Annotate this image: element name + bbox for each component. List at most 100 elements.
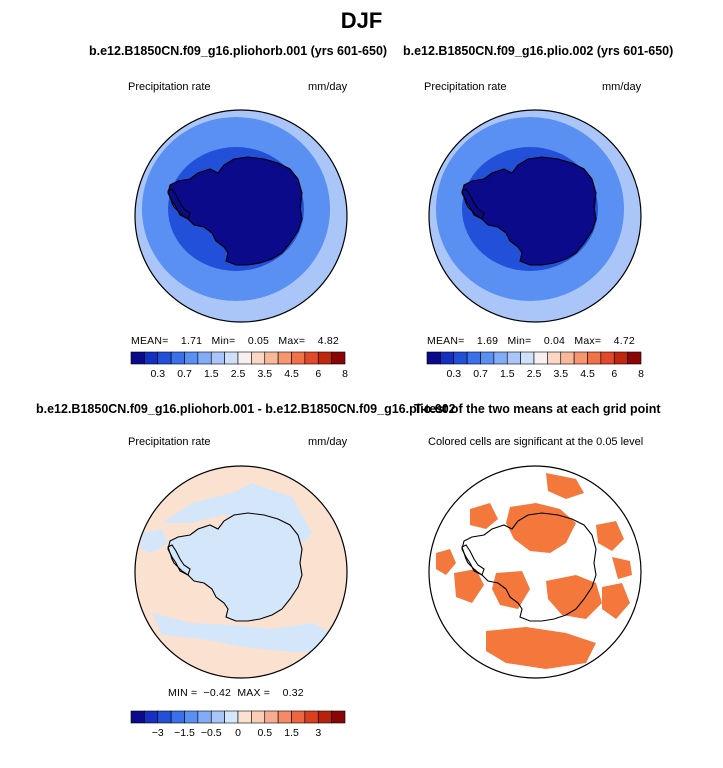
panel4-significant-cell-3 [436,549,456,575]
panel1-colorbar-swatch-11 [264,351,279,365]
panel2-colorbar-tick-label: 0.7 [473,368,488,380]
panel2-colorbar-swatch-15 [613,351,628,365]
panel2-warm-spot-core [429,175,432,183]
panel3-colorbar-swatch-1 [130,710,145,724]
panel2-colorbar-swatch-14 [600,351,615,365]
panel3-colorbar-tick-label: 1.5 [284,727,299,739]
panel3-map-border [134,465,348,679]
panel4-significant-cell-5 [492,571,530,609]
panel2-title: b.e12.B1850CN.f09_g16.plio.002 (yrs 601-… [403,44,674,58]
panel2-colorbar-swatch-3 [453,351,468,365]
panel2-colorbar-tick-label: 3.5 [553,368,568,380]
panel4-map-border [428,465,642,679]
panel4-map [428,465,642,679]
panel1-warm-spot-core [135,175,138,183]
panel2-colorbar-swatch-8 [520,351,535,365]
panel1-stats: MEAN= 1.71 Min= 0.05 Max= 4.82 [131,335,339,347]
panel4-significant-cell-7 [602,583,630,619]
panel2-colorbar-tick-label: 8 [638,368,644,380]
panel3-colorbar-swatch-3 [157,710,172,724]
panel2-colorbar-swatch-7 [506,351,521,365]
panel2-map [428,109,642,323]
panel3-colorbar-swatch-13 [291,710,306,724]
panel1-colorbar-swatch-1 [130,351,145,365]
panel4-significant-cell-11 [612,557,632,579]
panel3-antarctica-negative [168,513,302,621]
panel1-colorbar-tick-label: 2.5 [231,368,246,380]
panel3-south-band [152,613,332,653]
panel2-colorbar-swatch-6 [493,351,508,365]
panel2-colorbar-tick-label: 4.5 [580,368,595,380]
panel2-map-border [428,109,642,323]
panel2-peninsula [461,188,485,220]
panel1-peninsula [167,188,191,220]
panel1-east-core [272,167,302,257]
panel1-variable: Precipitation rate [128,81,211,93]
panel1-colorbar-tick-label: 8 [342,368,348,380]
panel1-units: mm/day [308,81,348,93]
panel2-colorbar-swatch-4 [466,351,481,365]
panel3-colorbar-swatch-14 [304,710,319,724]
panel1-colorbar-swatch-10 [251,351,266,365]
panel2-colorbar-swatch-16 [627,351,642,365]
panel3-colorbar-tick-label: 0.5 [257,727,272,739]
panel2-colorbar-swatch-11 [560,351,575,365]
panel4-significant-cell-4 [454,569,484,603]
panel1-colorbar-swatch-13 [291,351,306,365]
panel3-colorbar-swatch-9 [237,710,252,724]
panel4-significant-cell-6 [546,575,602,619]
panel3-colorbar-swatch-11 [264,710,279,724]
panel3-units: mm/day [308,436,348,448]
panel3-colorbar-swatch-2 [144,710,159,724]
panel2-colorbar: 0.3 0.7 1.5 2.5 3.5 4.5 6 8 [426,351,644,380]
panel3-colorbar-swatch-15 [317,710,332,724]
panel3-colorbar-swatch-16 [331,710,346,724]
panel3-colorbar-swatch-7 [210,710,225,724]
panel1-colorbar-swatch-8 [224,351,239,365]
panel1-colorbar: 0.3 0.7 1.5 2.5 3.5 4.5 6 8 [130,351,348,380]
panel1-colorbar-tick-label: 4.5 [284,368,299,380]
panel1-colorbar-swatch-16 [331,351,346,365]
panel2-units: mm/day [602,81,642,93]
panel1-colorbar-tick-label: 1.5 [204,368,219,380]
panel4-note: Colored cells are significant at the 0.0… [428,436,644,448]
panel3-colorbar-tick-label: −3 [152,727,164,739]
panel3-colorbar-tick-label: −1.5 [174,727,195,739]
panel3-colorbar-swatch-12 [277,710,292,724]
panel2-colorbar-swatch-5 [480,351,495,365]
panel2-colorbar-tick-label: 1.5 [500,368,515,380]
panel3-north-patch [162,483,312,543]
panel1-colorbar-swatch-3 [157,351,172,365]
panel3-map [134,465,348,679]
panel1-colorbar-tick-label: 0.3 [150,368,165,380]
panel1-colorbar-swatch-7 [210,351,225,365]
panel2-colorbar-tick-label: 6 [611,368,617,380]
panel3-peninsula [167,544,191,576]
panel2-antarctica-fill [462,157,596,265]
panel2-stats: MEAN= 1.69 Min= 0.04 Max= 4.72 [427,335,635,347]
panel1-map-border [134,109,348,323]
panel1-map [134,109,348,323]
figure-title: DJF [340,8,383,33]
panel1-colorbar-swatch-4 [170,351,185,365]
panel1-coastline [167,156,303,266]
panel1-antarctica-fill [168,157,302,265]
panel1-colorbar-swatch-5 [184,351,199,365]
panel4-coastline [461,512,597,622]
panel1-colorbar-tick-label: 3.5 [257,368,272,380]
panel2-colorbar-swatch-1 [426,351,441,365]
panel2-colorbar-swatch-13 [587,351,602,365]
panel1-colorbar-swatch-6 [197,351,212,365]
panel3-west-patch [140,529,168,553]
panel1-colorbar-swatch-9 [237,351,252,365]
panel3-colorbar-swatch-8 [224,710,239,724]
panel3-colorbar-swatch-5 [184,710,199,724]
panel3-colorbar-swatch-6 [197,710,212,724]
panel3-stats: MIN = −0.42 MAX = 0.32 [168,687,304,699]
panel1-colorbar-tick-label: 6 [315,368,321,380]
panel4-significant-cell-9 [596,521,624,551]
panel2-coastline [461,156,597,266]
panel1-colorbar-swatch-15 [317,351,332,365]
panel1-title: b.e12.B1850CN.f09_g16.pliohorb.001 (yrs … [89,44,388,58]
panel3-colorbar-tick-label: 3 [315,727,321,739]
